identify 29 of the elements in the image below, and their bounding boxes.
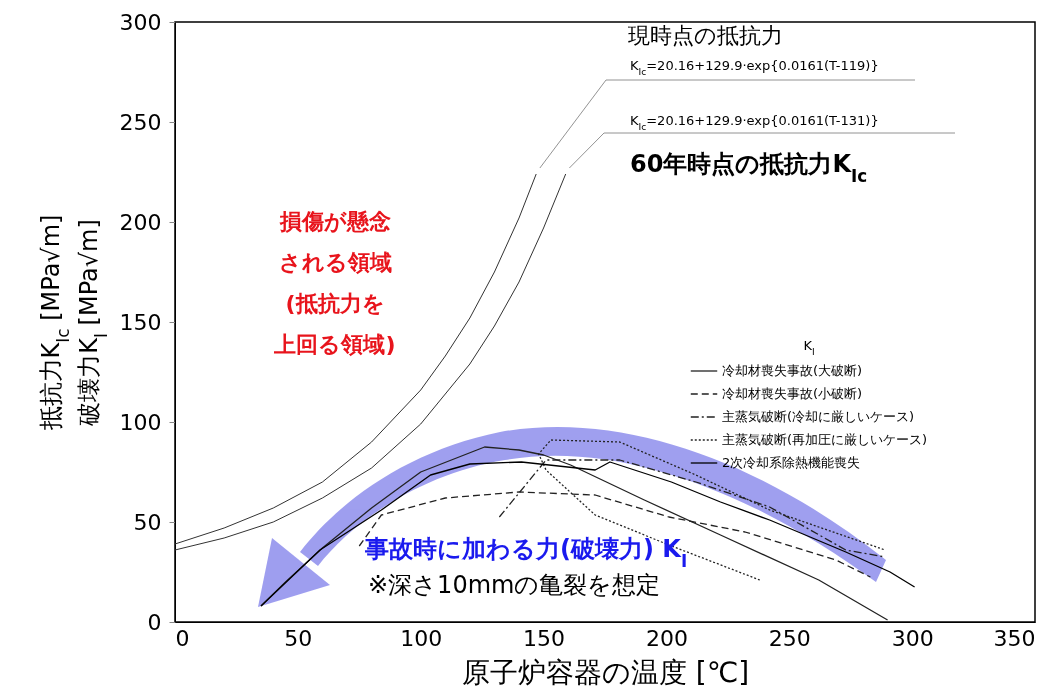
y-tick-label: 300 [119, 9, 162, 35]
annotation: ※深さ10mmの亀裂を想定 [368, 571, 661, 599]
x-tick-label: 150 [523, 625, 566, 651]
y-tick-label: 200 [119, 209, 162, 235]
x-tick-label: 50 [284, 625, 313, 651]
legend-title: K$_{I}$ [803, 338, 815, 357]
legend-label: 冷却材喪失事故(小破断) [722, 386, 863, 401]
y-tick-label: 250 [119, 109, 162, 135]
annotation: K$_{Ic}$=20.16+129.9·exp{0.0161(T-131)} [630, 113, 879, 132]
legend-label: 冷却材喪失事故(大破断) [722, 363, 863, 378]
legend-label: 2次冷却系除熱機能喪失 [722, 455, 861, 470]
y-tick-label: 50 [133, 509, 162, 535]
x-tick-label: 250 [768, 625, 811, 651]
y-tick-label: 150 [119, 309, 162, 335]
annotation: 現時点の抵抗力 [628, 23, 783, 48]
x-tick-label: 350 [993, 625, 1036, 651]
annotation: 60年時点の抵抗力K$_{Ic}$ [630, 150, 868, 186]
annotation: 事故時に加わる力(破壊力) K$_{I}$ [364, 535, 688, 571]
legend-label: 主蒸気破断(再加圧に厳しいケース) [722, 432, 928, 447]
x-tick-label: 0 [175, 625, 190, 651]
annotation: K$_{Ic}$=20.16+129.9·exp{0.0161(T-119)} [630, 58, 879, 77]
y-tick-label: 0 [147, 609, 162, 635]
x-tick-label: 200 [645, 625, 688, 651]
annotation: 損傷が懸念される領域(抵抗力を上回る領域) [273, 209, 396, 357]
x-tick-label: 300 [891, 625, 934, 651]
x-axis-title: 原子炉容器の温度 [℃] [461, 655, 750, 689]
legend-label: 主蒸気破断(冷却に厳しいケース) [722, 409, 915, 424]
y-tick-label: 100 [119, 409, 162, 435]
x-tick-label: 100 [400, 625, 443, 651]
